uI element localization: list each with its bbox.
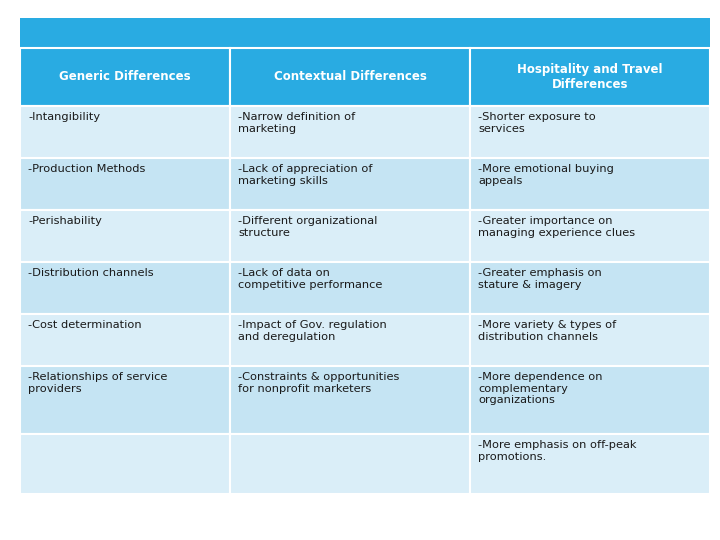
Text: Generic Differences: Generic Differences <box>59 71 191 84</box>
Text: Hospitality and Travel
Differences: Hospitality and Travel Differences <box>517 63 662 91</box>
Bar <box>230 48 470 106</box>
Bar <box>20 18 710 48</box>
Bar <box>20 262 230 314</box>
Bar <box>230 314 470 366</box>
Bar <box>470 48 710 106</box>
Bar <box>20 48 230 106</box>
Text: -Cost determination: -Cost determination <box>28 320 142 330</box>
Text: -Relationships of service
providers: -Relationships of service providers <box>28 372 167 394</box>
Bar <box>470 434 710 494</box>
Bar <box>230 210 470 262</box>
Text: -More dependence on
complementary
organizations: -More dependence on complementary organi… <box>478 372 603 405</box>
Text: -Production Methods: -Production Methods <box>28 164 145 174</box>
Text: -Greater emphasis on
stature & imagery: -Greater emphasis on stature & imagery <box>478 268 602 289</box>
Text: -Narrow definition of
marketing: -Narrow definition of marketing <box>238 112 355 133</box>
Bar <box>470 314 710 366</box>
Text: -Lack of appreciation of
marketing skills: -Lack of appreciation of marketing skill… <box>238 164 372 186</box>
Text: -Lack of data on
competitive performance: -Lack of data on competitive performance <box>238 268 382 289</box>
Bar <box>20 366 230 434</box>
Text: Contextual Differences: Contextual Differences <box>274 71 426 84</box>
Bar <box>20 210 230 262</box>
Bar <box>470 210 710 262</box>
Bar <box>230 158 470 210</box>
Text: -Shorter exposure to
services: -Shorter exposure to services <box>478 112 595 133</box>
Bar <box>20 314 230 366</box>
Bar <box>230 262 470 314</box>
Text: -Greater importance on
managing experience clues: -Greater importance on managing experien… <box>478 216 635 238</box>
Text: -More emphasis on off-peak
promotions.: -More emphasis on off-peak promotions. <box>478 440 636 462</box>
Bar <box>470 106 710 158</box>
Text: -Intangibility: -Intangibility <box>28 112 100 122</box>
Text: -Impact of Gov. regulation
and deregulation: -Impact of Gov. regulation and deregulat… <box>238 320 387 342</box>
Bar <box>20 158 230 210</box>
Bar <box>230 366 470 434</box>
Text: -Constraints & opportunities
for nonprofit marketers: -Constraints & opportunities for nonprof… <box>238 372 400 394</box>
Bar <box>230 106 470 158</box>
Bar <box>470 366 710 434</box>
Bar <box>470 262 710 314</box>
Bar <box>230 434 470 494</box>
Bar <box>470 158 710 210</box>
Text: -Different organizational
structure: -Different organizational structure <box>238 216 377 238</box>
Text: -Distribution channels: -Distribution channels <box>28 268 153 278</box>
Text: -Perishability: -Perishability <box>28 216 102 226</box>
Text: -More emotional buying
appeals: -More emotional buying appeals <box>478 164 614 186</box>
Bar <box>20 434 230 494</box>
Text: -More variety & types of
distribution channels: -More variety & types of distribution ch… <box>478 320 616 342</box>
Bar <box>20 106 230 158</box>
